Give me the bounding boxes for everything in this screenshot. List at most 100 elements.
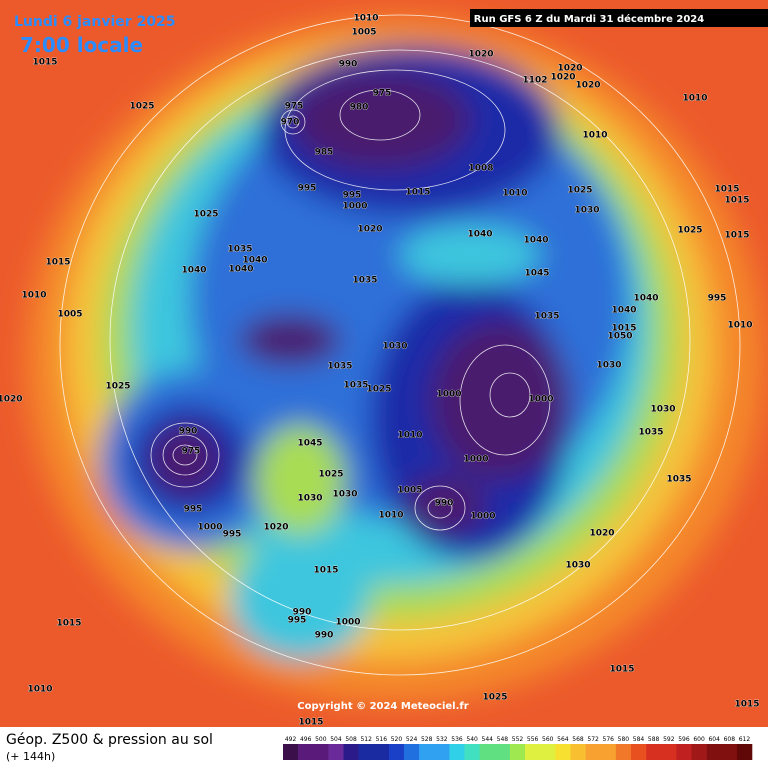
colorbar-label: 604 (708, 736, 720, 743)
isobar-label: 1020 (468, 50, 493, 60)
colorbar-cell (283, 744, 299, 760)
isobar-label: 1035 (343, 381, 368, 391)
geopotential-field (0, 0, 768, 727)
isobar-label: 1015 (714, 185, 739, 195)
colorbar-cell (630, 744, 647, 760)
colorbar-label: 612 (739, 736, 751, 743)
isobar-label: 1005 (57, 310, 82, 320)
colorbar-label: 516 (376, 736, 388, 743)
colorbar-cell (570, 744, 586, 760)
isobar-label: 990 (339, 60, 358, 70)
run-box (470, 9, 768, 27)
isobar-label: 1045 (297, 439, 322, 449)
colorbar-cell (540, 744, 556, 760)
isobar-label: 1015 (611, 324, 636, 334)
colorbar-label: 512 (360, 736, 372, 743)
isobar-label: 1015 (405, 188, 430, 198)
isobar-labels: 1010 1005 1015 1025 990 1020 1020 1020 1102 1020 1… (0, 13, 760, 728)
isobar-label: 1020 (575, 81, 600, 91)
isobar-label: 1025 (105, 382, 130, 392)
colorbar-label: 560 (542, 736, 554, 743)
isobar-label: 1020 (557, 64, 582, 74)
isobar-label: 1015 (32, 58, 57, 68)
isobar-label: 1025 (366, 385, 391, 395)
colorbar-label: 588 (648, 736, 660, 743)
isobar-label: 1000 (342, 202, 367, 212)
colorbar-cell (313, 744, 329, 760)
colorbar-label: 568 (572, 736, 584, 743)
isobar-label: 1040 (228, 265, 253, 275)
colorbar-cell (525, 744, 541, 760)
isobar-label: 1030 (574, 206, 599, 216)
isobar-label: 985 (315, 148, 334, 158)
isobar-label: 990 (293, 608, 312, 618)
isobar-label: 1040 (467, 230, 492, 240)
isobar-label: 1035 (534, 312, 559, 322)
isobar-label: 1005 (397, 486, 422, 496)
colorbar-label: 544 (482, 736, 494, 743)
colorbar-label: 580 (618, 736, 630, 743)
isobar-label: 1000 (463, 455, 488, 465)
colorbar-cell (615, 744, 632, 760)
isobar-label: 1000 (335, 618, 360, 628)
colorbar-label: 592 (663, 736, 675, 743)
isobar-label: 975 (373, 89, 392, 99)
colorbar-label: 520 (391, 736, 403, 743)
colorbar-label: 584 (633, 736, 645, 743)
isobar-label: 970 (281, 118, 300, 128)
isobar-label: 1035 (666, 475, 691, 485)
isobar-label: 1020 (357, 225, 382, 235)
colorbar-label: 564 (557, 736, 569, 743)
isobar-label: 1035 (352, 276, 377, 286)
colorbar-label: 532 (436, 736, 448, 743)
colorbar-cell (706, 744, 723, 760)
colorbar-label: 500 (315, 736, 327, 743)
isobar-label: 1025 (129, 102, 154, 112)
isobar-label: 980 (350, 103, 369, 113)
isobar-label: 1010 (682, 94, 707, 104)
isobar-label: 1020 (589, 529, 614, 539)
colorbar-label: 504 (330, 736, 342, 743)
footer-title: Géop. Z500 & pression au sol (6, 732, 213, 748)
isobar-label: 990 (435, 499, 454, 509)
colorbar-cell (358, 744, 375, 760)
colorbar: 492 496 500 504 508 512 516 520 524 528 532 536 540 5… (283, 736, 753, 760)
isobar-label: 1015 (56, 619, 81, 629)
isobar-label: 1040 (523, 236, 548, 246)
isobar-label: 1030 (650, 405, 675, 415)
colorbar-cell (298, 744, 314, 760)
colorbar-cell (509, 744, 526, 760)
colorbar-cell (494, 744, 511, 760)
isobar-label: 1000 (197, 523, 222, 533)
isobar-label: 1010 (21, 291, 46, 301)
isobar-label: 1102 (522, 76, 547, 86)
colorbar-cell (328, 744, 344, 760)
colorbar-label: 576 (603, 736, 615, 743)
colorbar-label: 596 (678, 736, 690, 743)
isobar-label: 1000 (528, 395, 553, 405)
colorbar-cell (661, 744, 677, 760)
colorbar-cell (388, 744, 405, 760)
colorbar-label: 496 (300, 736, 312, 743)
isobar-label: 1010 (353, 14, 378, 24)
isobar-label: 1008 (468, 164, 493, 174)
colorbar-label: 600 (693, 736, 705, 743)
isobar-label: 1040 (633, 294, 658, 304)
isobar-label: 1005 (351, 28, 376, 38)
colorbar-cell (373, 744, 390, 760)
isobar-label: 995 (184, 505, 203, 515)
isobar-label: 995 (343, 191, 362, 201)
isobar-label: 1045 (524, 269, 549, 279)
colorbar-cell (691, 744, 707, 760)
isobar-label: 1025 (677, 226, 702, 236)
colorbar-cell (585, 744, 602, 760)
footer-lead: (+ 144h) (6, 750, 55, 763)
isobar-label: 1040 (181, 266, 206, 276)
isobar-label: 1010 (397, 431, 422, 441)
colorbar-label: 572 (587, 736, 599, 743)
isobar-label: 1015 (734, 700, 759, 710)
isobar-label: 1010 (378, 511, 403, 521)
isobar-label: 1025 (193, 210, 218, 220)
colorbar-label: 552 (512, 736, 524, 743)
